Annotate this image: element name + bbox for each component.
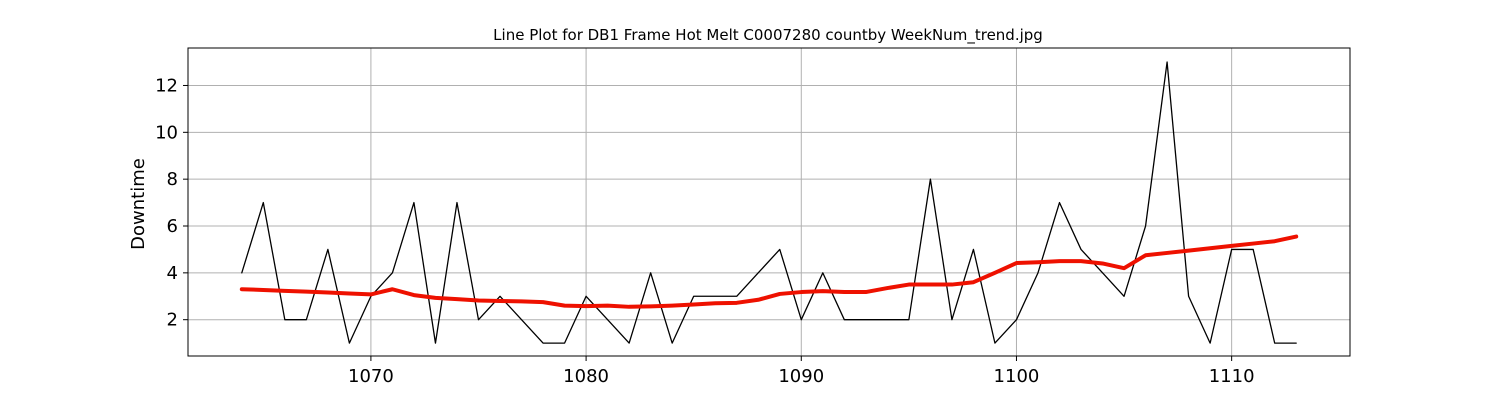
trend-series-line bbox=[239, 234, 1299, 309]
x-tick-label: 1110 bbox=[1209, 366, 1255, 387]
downtime-series-line bbox=[241, 61, 1297, 344]
x-axis: 1070 1080 1090 1100 1110 bbox=[348, 356, 1255, 387]
x-tick-label: 1100 bbox=[994, 366, 1040, 387]
x-tick-label: 1080 bbox=[563, 366, 609, 387]
series-layer bbox=[239, 61, 1299, 344]
x-tick-label: 1090 bbox=[778, 366, 824, 387]
y-tick-label: 6 bbox=[167, 216, 178, 237]
x-tick-label: 1070 bbox=[348, 366, 394, 387]
grid-lines bbox=[188, 48, 1350, 356]
y-tick-label: 10 bbox=[155, 122, 178, 143]
plot-frame bbox=[187, 47, 1351, 357]
chart-title: Line Plot for DB1 Frame Hot Melt C000728… bbox=[493, 26, 1043, 45]
y-tick-label: 4 bbox=[167, 263, 178, 284]
y-tick-label: 8 bbox=[167, 169, 178, 190]
y-tick-label: 12 bbox=[155, 75, 178, 96]
y-axis: 2 4 6 8 10 12 bbox=[155, 75, 188, 331]
y-tick-label: 2 bbox=[167, 310, 178, 331]
y-axis-label: Downtime bbox=[128, 158, 149, 250]
